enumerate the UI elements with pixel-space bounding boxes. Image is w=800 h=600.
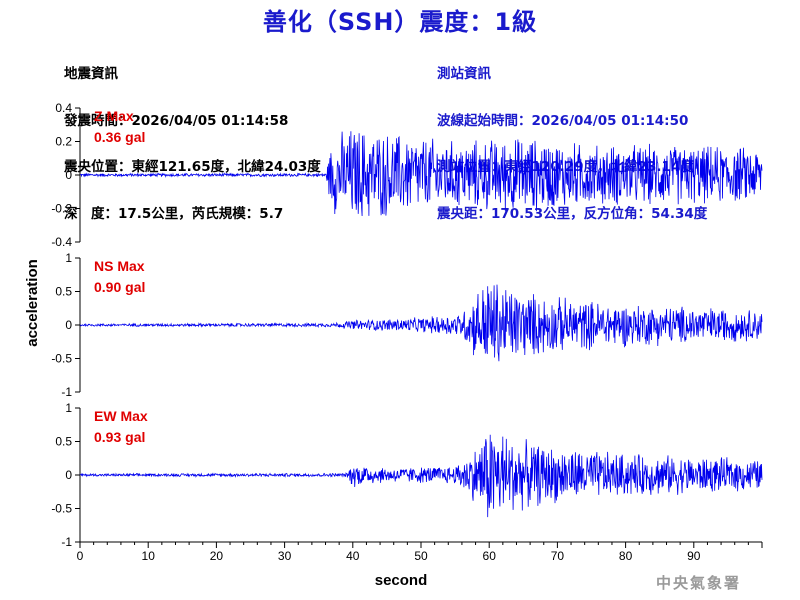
max-value-ew: 0.93 gal: [94, 429, 145, 445]
x-tick-label: 20: [210, 549, 224, 563]
waveform-trace-z: [80, 131, 763, 217]
max-label-ew: EW Max: [94, 408, 148, 424]
y-tick-label: 0.4: [55, 101, 72, 115]
max-label-ns: NS Max: [94, 258, 145, 274]
x-axis-label: second: [375, 572, 428, 589]
y-tick-label: 1: [65, 251, 72, 265]
station-info-heading: 測站資訊: [437, 66, 491, 82]
agency-watermark: 中央氣象署: [656, 574, 742, 592]
epicenter-location: 震央位置：東經121.65度，北緯24.03度: [64, 159, 321, 175]
y-tick-label: 1: [65, 401, 72, 415]
x-tick-label: 60: [483, 549, 497, 563]
earthquake-info: 地震資訊 發震時間：2026/04/05 01:14:58 震央位置：東經121…: [64, 36, 321, 238]
y-tick-label: -0.5: [51, 502, 72, 516]
x-tick-label: 50: [414, 549, 428, 563]
waveform-trace-ew: [79, 434, 763, 518]
chart-title: 善化（SSH）震度：1級: [262, 8, 538, 36]
epicentral-distance: 震央距：170.53公里，反方位角：54.34度: [437, 205, 708, 222]
x-tick-label: 0: [77, 549, 84, 563]
x-tick-label: 30: [278, 549, 292, 563]
x-tick-label: 90: [687, 549, 701, 563]
depth-magnitude: 深 度：17.5公里，芮氏規模：5.7: [64, 205, 284, 222]
x-tick-label: 40: [346, 549, 360, 563]
max-value-ns: 0.90 gal: [94, 279, 145, 295]
y-tick-label: 0: [65, 468, 72, 482]
y-tick-label: 0.5: [55, 435, 72, 449]
y-tick-label: -0.2: [51, 202, 72, 216]
y-tick-label: -0.5: [51, 352, 72, 366]
waveform-trace-ns: [79, 284, 763, 362]
x-tick-label: 80: [619, 549, 633, 563]
y-tick-label: -1: [61, 535, 72, 549]
x-tick-label: 70: [551, 549, 565, 563]
max-value-z: 0.36 gal: [94, 129, 145, 145]
y-tick-label: 0: [65, 318, 72, 332]
x-tick-label: 10: [142, 549, 156, 563]
y-tick-label: 0.5: [55, 285, 72, 299]
y-tick-label: -1: [61, 385, 72, 399]
origin-time: 發震時間：2026/04/05 01:14:58: [64, 112, 289, 129]
max-label-z: Z Max: [94, 108, 134, 124]
y-tick-label: -0.4: [51, 235, 72, 249]
y-tick-label: 0: [65, 168, 72, 182]
y-tick-label: 0.2: [55, 135, 72, 149]
y-axis-label: acceleration: [24, 259, 41, 347]
earthquake-info-heading: 地震資訊: [64, 66, 118, 82]
waveform-start-time: 波線起始時間：2026/04/05 01:14:50: [437, 112, 689, 129]
